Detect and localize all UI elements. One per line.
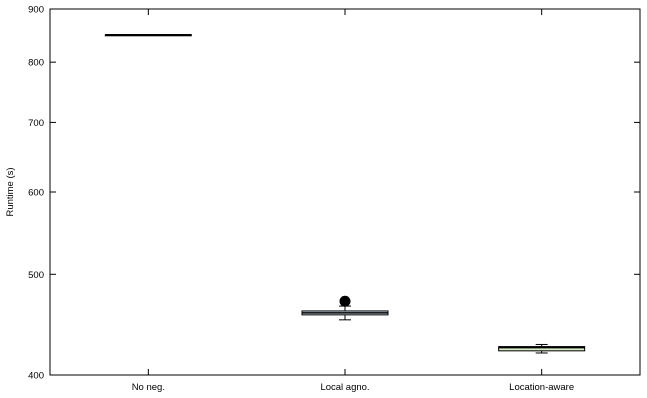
x-tick-label: Location-aware	[509, 382, 574, 393]
boxes-layer	[104, 34, 586, 354]
y-tick-label: 900	[28, 5, 44, 16]
y-tick-label: 800	[28, 58, 44, 69]
box-local-agno	[301, 295, 389, 321]
y-tick-label: 600	[28, 188, 44, 199]
outlier-point	[339, 295, 351, 307]
box-location-aware	[498, 343, 586, 354]
y-axis-title: Runtime (s)	[5, 167, 16, 216]
x-tick-label: No neg.	[132, 382, 165, 393]
y-tick-label: 400	[28, 371, 44, 382]
box-body	[498, 346, 586, 352]
x-tick-label: Local agno.	[320, 382, 369, 393]
axis-ticks: 400 500 600 700 800 900 No neg. Local agno. Loca…	[28, 5, 640, 393]
box-no-neg	[104, 34, 192, 37]
y-tick-label: 700	[28, 118, 44, 129]
y-tick-label: 500	[28, 270, 44, 281]
